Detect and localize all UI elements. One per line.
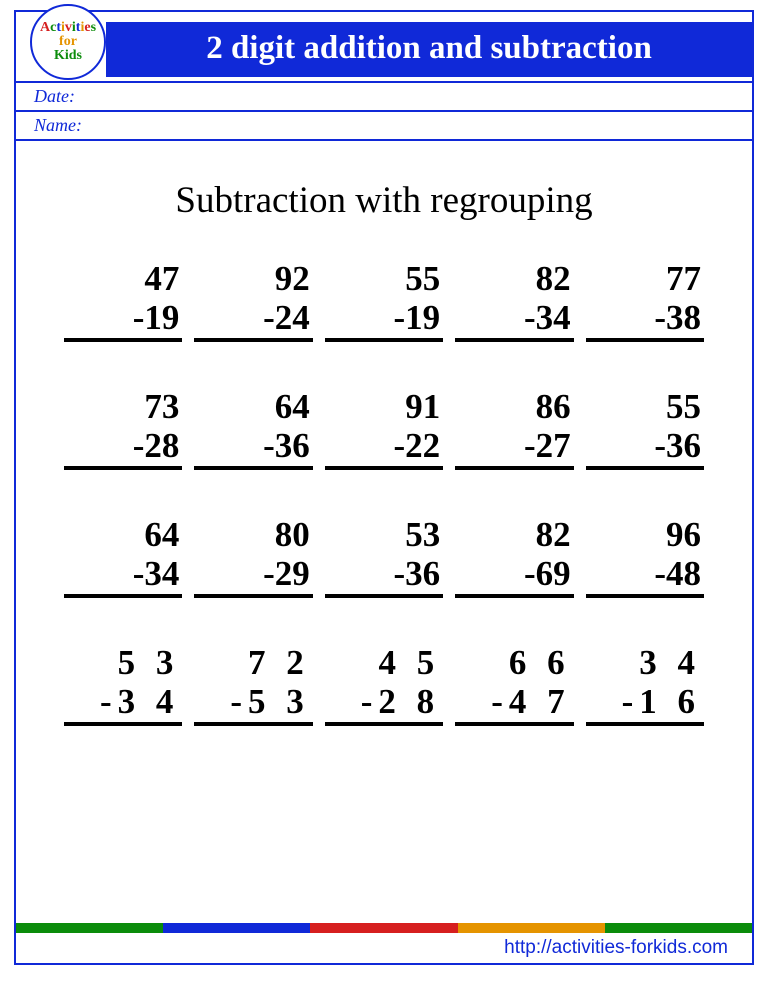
problem-minuend: 55 xyxy=(586,388,704,427)
problem-minuend: 82 xyxy=(455,260,573,299)
subtraction-problem: 77-38 xyxy=(586,260,704,342)
problem-subtrahend: -34 xyxy=(455,299,573,343)
subtraction-problem: 55-19 xyxy=(325,260,443,342)
problem-minuend: 55 xyxy=(325,260,443,299)
stripe-segment xyxy=(163,923,310,933)
name-field-label: Name: xyxy=(16,112,752,141)
problem-minuend: 4 5 xyxy=(325,644,443,683)
subtraction-problem: 5 3-3 4 xyxy=(64,644,182,726)
problem-minuend: 7 2 xyxy=(194,644,312,683)
problem-subtrahend: -69 xyxy=(455,555,573,599)
subtraction-problem: 82-34 xyxy=(455,260,573,342)
problem-minuend: 5 3 xyxy=(64,644,182,683)
stripe-segment xyxy=(605,923,752,933)
subtraction-problem: 96-48 xyxy=(586,516,704,598)
problem-subtrahend: -27 xyxy=(455,427,573,471)
problem-subtrahend: -48 xyxy=(586,555,704,599)
stripe-segment xyxy=(16,923,163,933)
logo-line1: Activities xyxy=(40,21,96,35)
problem-minuend: 64 xyxy=(194,388,312,427)
problem-grid: 47-1992-2455-1982-3477-3873-2864-3691-22… xyxy=(16,250,752,726)
problem-minuend: 77 xyxy=(586,260,704,299)
subtraction-problem: 6 6-4 7 xyxy=(455,644,573,726)
problem-minuend: 64 xyxy=(64,516,182,555)
problem-subtrahend: -2 8 xyxy=(325,683,443,727)
problem-subtrahend: -34 xyxy=(64,555,182,599)
subtraction-problem: 73-28 xyxy=(64,388,182,470)
problem-minuend: 82 xyxy=(455,516,573,555)
page-title: 2 digit addition and subtraction xyxy=(106,22,752,77)
footer-stripe xyxy=(16,923,752,933)
worksheet-page: Activities for Kids 2 digit addition and… xyxy=(14,10,754,965)
problem-subtrahend: -36 xyxy=(586,427,704,471)
problem-subtrahend: -29 xyxy=(194,555,312,599)
problem-subtrahend: -38 xyxy=(586,299,704,343)
subtraction-problem: 80-29 xyxy=(194,516,312,598)
problem-subtrahend: -22 xyxy=(325,427,443,471)
stripe-segment xyxy=(310,923,457,933)
problem-minuend: 3 4 xyxy=(586,644,704,683)
stripe-segment xyxy=(458,923,605,933)
problem-minuend: 47 xyxy=(64,260,182,299)
problem-subtrahend: -3 4 xyxy=(64,683,182,727)
problem-subtrahend: -24 xyxy=(194,299,312,343)
problem-minuend: 73 xyxy=(64,388,182,427)
subtraction-problem: 91-22 xyxy=(325,388,443,470)
subtraction-problem: 7 2-5 3 xyxy=(194,644,312,726)
footer-url: http://activities-forkids.com xyxy=(504,937,728,959)
subtraction-problem: 53-36 xyxy=(325,516,443,598)
subtraction-problem: 47-19 xyxy=(64,260,182,342)
problem-minuend: 53 xyxy=(325,516,443,555)
info-section: Date: Name: xyxy=(16,81,752,141)
problem-subtrahend: -1 6 xyxy=(586,683,704,727)
logo-badge: Activities for Kids xyxy=(30,4,106,80)
worksheet-subtitle: Subtraction with regrouping xyxy=(16,179,752,222)
logo-line3: Kids xyxy=(54,49,82,63)
subtraction-problem: 4 5-2 8 xyxy=(325,644,443,726)
problem-subtrahend: -5 3 xyxy=(194,683,312,727)
subtraction-problem: 55-36 xyxy=(586,388,704,470)
subtraction-problem: 64-34 xyxy=(64,516,182,598)
logo-line2: for xyxy=(59,35,77,49)
problem-minuend: 80 xyxy=(194,516,312,555)
problem-minuend: 6 6 xyxy=(455,644,573,683)
problem-minuend: 92 xyxy=(194,260,312,299)
problem-subtrahend: -36 xyxy=(194,427,312,471)
problem-subtrahend: -28 xyxy=(64,427,182,471)
problem-subtrahend: -36 xyxy=(325,555,443,599)
subtraction-problem: 64-36 xyxy=(194,388,312,470)
problem-subtrahend: -4 7 xyxy=(455,683,573,727)
problem-subtrahend: -19 xyxy=(64,299,182,343)
subtraction-problem: 82-69 xyxy=(455,516,573,598)
date-field-label: Date: xyxy=(16,83,752,112)
problem-minuend: 96 xyxy=(586,516,704,555)
subtraction-problem: 86-27 xyxy=(455,388,573,470)
problem-minuend: 91 xyxy=(325,388,443,427)
subtraction-problem: 3 4-1 6 xyxy=(586,644,704,726)
problem-minuend: 86 xyxy=(455,388,573,427)
problem-subtrahend: -19 xyxy=(325,299,443,343)
subtraction-problem: 92-24 xyxy=(194,260,312,342)
